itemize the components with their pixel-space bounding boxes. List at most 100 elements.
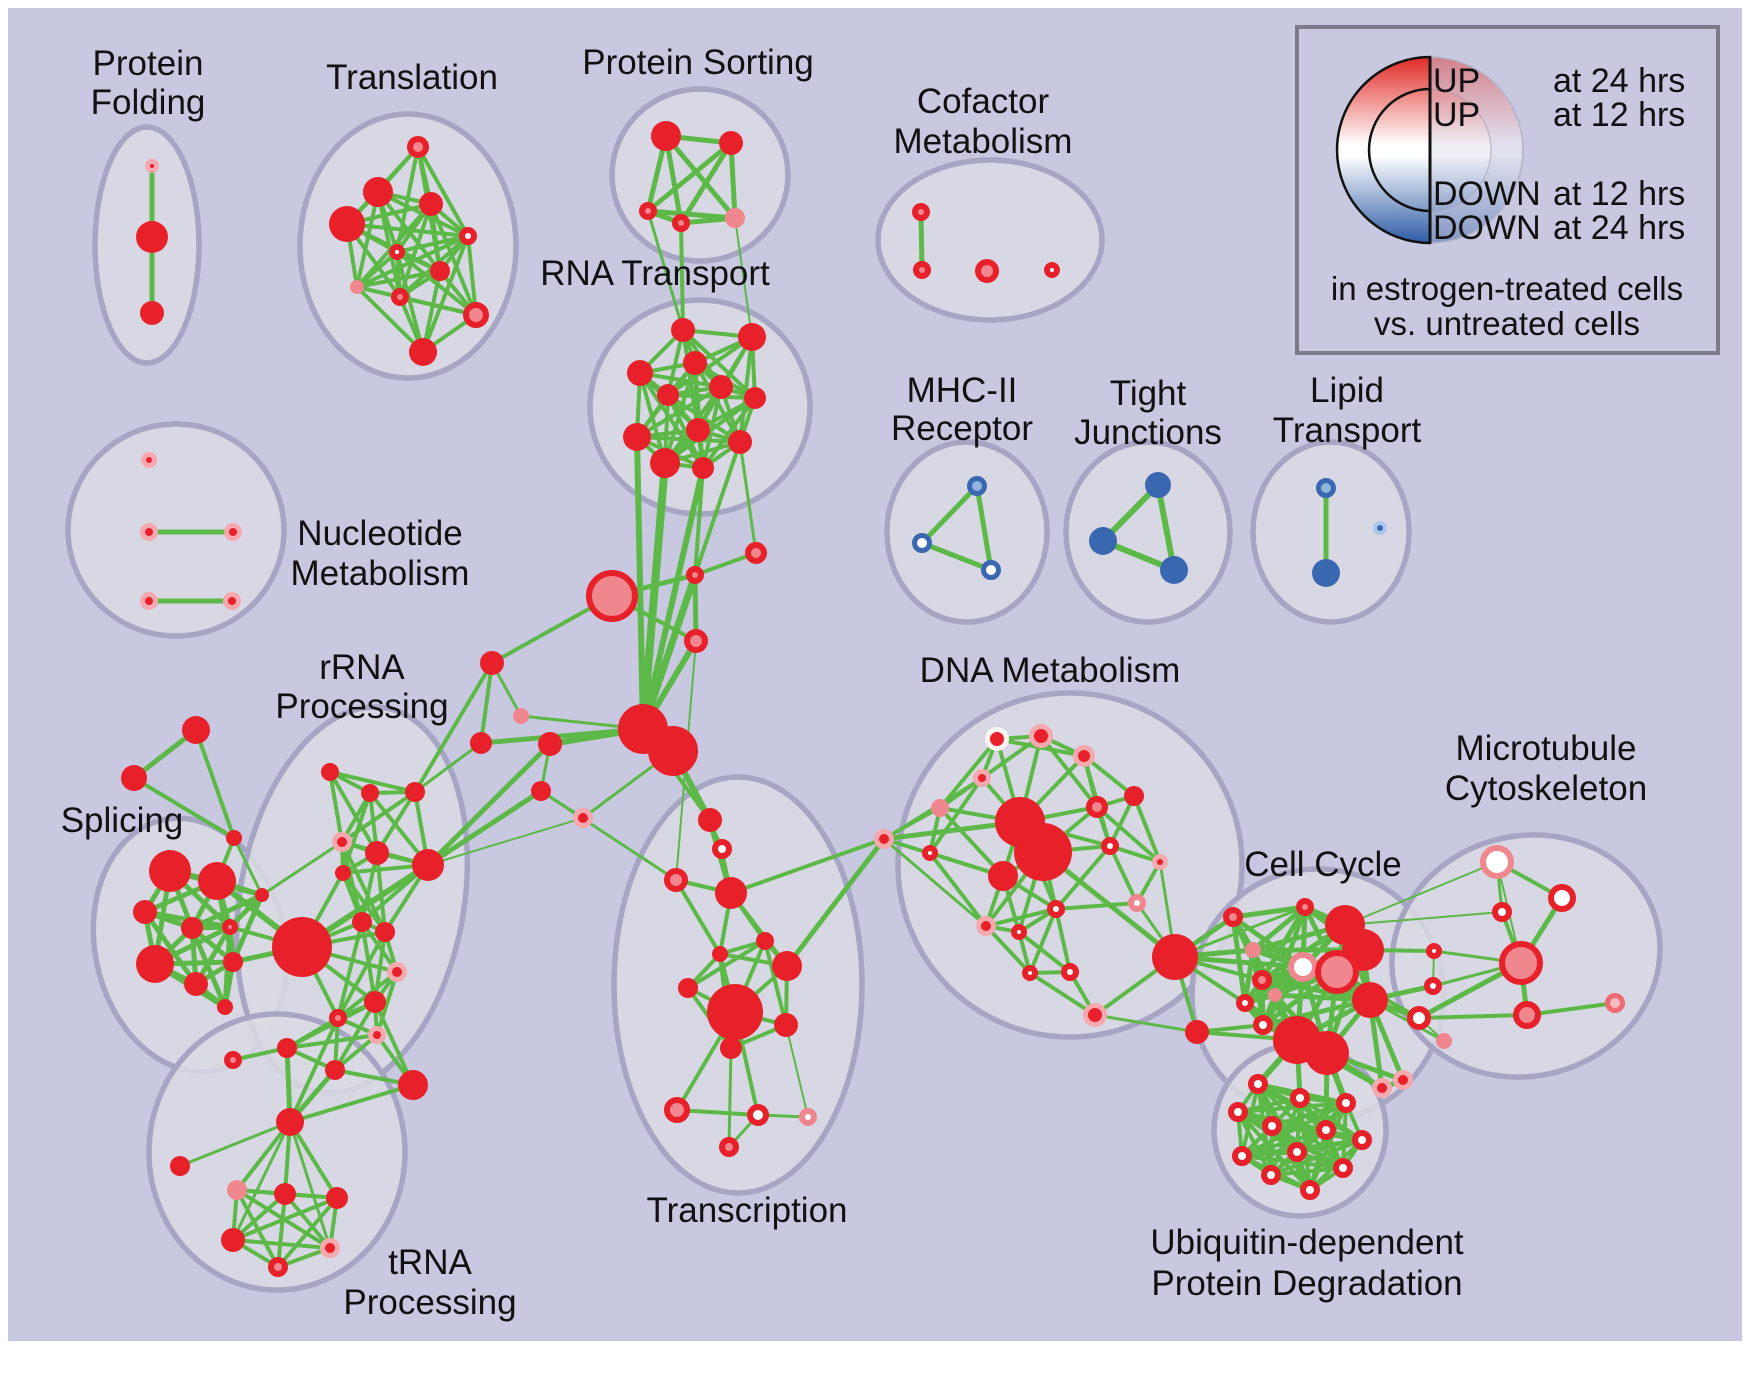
node-cc1	[1185, 1020, 1209, 1044]
node-ub10	[1333, 1158, 1353, 1178]
node-d1	[1029, 724, 1053, 748]
edge-r8-r9	[635, 435, 742, 444]
edge-t4-t10	[421, 234, 470, 354]
node-sp1	[198, 862, 236, 900]
node-ub8	[1287, 1142, 1307, 1162]
cluster-label-dna-metabolism: DNA Metabolism	[920, 651, 1181, 690]
edge-tr9-tr13	[785, 1024, 809, 1118]
cluster-label-cofactor-metabolism: Metabolism	[894, 122, 1073, 161]
edge-ps1-ps3	[678, 140, 734, 226]
cluster-ellipse-mhc-ii-receptor	[884, 439, 1050, 625]
legend-footer-line: in estrogen-treated cells	[1331, 270, 1683, 307]
edge-d21-d13	[882, 837, 988, 928]
cluster-label-mhc-ii-receptor: Receptor	[891, 409, 1033, 448]
edge-cc2-cc11	[1230, 914, 1248, 1006]
node-sp4	[222, 919, 238, 935]
node-tn0	[227, 1180, 247, 1200]
node-pf1	[136, 221, 168, 253]
node-sp8	[255, 888, 269, 902]
edge-tnh-tn2	[288, 1120, 339, 1200]
node-mt6	[1407, 1006, 1431, 1030]
node-pf2	[140, 301, 164, 325]
edge-cc2-cc3	[1230, 904, 1308, 920]
edge-d14-d17	[1054, 907, 1072, 974]
cluster-label-rrna-processing: rRNA	[319, 648, 405, 687]
node-j1	[1089, 527, 1117, 555]
edge-d18-d19	[1028, 971, 1097, 1017]
cluster-ellipse-cofactor-metabolism	[875, 157, 1105, 323]
node-t10	[409, 338, 437, 366]
edge-t8-t9	[398, 295, 478, 317]
node-n2	[224, 523, 242, 541]
node-m2	[981, 560, 1001, 580]
node-ub1	[1290, 1088, 1310, 1108]
node-tr5	[712, 946, 728, 962]
node-cc14	[1305, 1031, 1349, 1075]
node-tr7	[707, 984, 763, 1040]
node-h9	[480, 651, 504, 675]
cluster-label-mhc-ii-receptor: MHC-II	[907, 371, 1018, 410]
legend-time-label: at 24 hrs	[1553, 62, 1685, 100]
node-tn3	[221, 1228, 245, 1252]
node-rr1	[365, 841, 389, 865]
node-ub6	[1352, 1130, 1372, 1150]
node-cc11	[1236, 994, 1254, 1012]
node-tr11	[664, 1097, 690, 1123]
node-t0	[407, 136, 429, 158]
node-h5	[648, 726, 698, 776]
node-ps3	[672, 214, 690, 232]
edge-sa-sc	[194, 728, 236, 840]
edge-r0-r5	[681, 328, 757, 400]
node-l1	[1312, 559, 1340, 587]
node-ub5	[1316, 1120, 1336, 1140]
node-mt2	[1492, 902, 1512, 922]
cluster-label-tight-junctions: Junctions	[1074, 413, 1222, 452]
node-tr3	[715, 877, 747, 909]
node-d16	[1128, 894, 1146, 912]
node-rr11	[325, 1060, 345, 1080]
edge-tnh-tni	[178, 1120, 292, 1168]
node-ps1	[719, 131, 743, 155]
legend-direction-label: DOWN	[1433, 175, 1541, 213]
node-sb	[121, 765, 147, 791]
edge-rr16-h7	[425, 788, 544, 868]
edge-ub7-ub10	[1240, 1154, 1345, 1170]
edge-rr7-rr17	[373, 1000, 415, 1087]
node-m0	[967, 476, 987, 496]
node-d13	[976, 916, 996, 936]
node-r4	[709, 375, 733, 399]
node-r8	[623, 423, 651, 451]
edge-h9-cn0	[479, 661, 494, 745]
node-rr3	[272, 917, 332, 977]
edge-r11-h4	[640, 465, 706, 732]
node-cn0	[470, 732, 492, 754]
edge-d13-d14	[984, 907, 1058, 928]
cluster-label-microtubule-cytoskeleton: Cytoskeleton	[1445, 769, 1647, 808]
node-rr7	[364, 991, 386, 1013]
edge-t0-t4	[416, 145, 470, 238]
cluster-label-cofactor-metabolism: Cofactor	[917, 82, 1050, 121]
node-rr14	[361, 784, 379, 802]
edge-r3-r11	[638, 371, 705, 470]
edge-tn1-tn4	[283, 1192, 332, 1250]
edge-rr5-rr8	[336, 930, 387, 1020]
cluster-label-trna-processing: Processing	[343, 1283, 516, 1322]
node-t7	[350, 280, 364, 294]
node-ub0	[1248, 1074, 1268, 1094]
edge-t4-t9	[466, 234, 478, 317]
edge-sb-sc	[132, 776, 236, 840]
node-t5	[389, 244, 405, 260]
node-r10	[650, 448, 680, 478]
cluster-label-tight-junctions: Tight	[1110, 374, 1187, 413]
edge-r9-h1	[693, 440, 742, 577]
node-d0	[985, 727, 1009, 751]
cluster-ellipse-lipid-transport	[1250, 439, 1412, 625]
legend-direction-label: UP	[1433, 62, 1480, 100]
cluster-label-splicing: Splicing	[61, 801, 184, 840]
edge-rr4-rr6	[360, 920, 399, 974]
edge-ub6-ub8	[1295, 1138, 1364, 1154]
edge-ps3-r0	[679, 221, 685, 332]
edge-rr13-rr15	[328, 770, 417, 794]
legend-wheel-inner-left	[1367, 87, 1432, 213]
